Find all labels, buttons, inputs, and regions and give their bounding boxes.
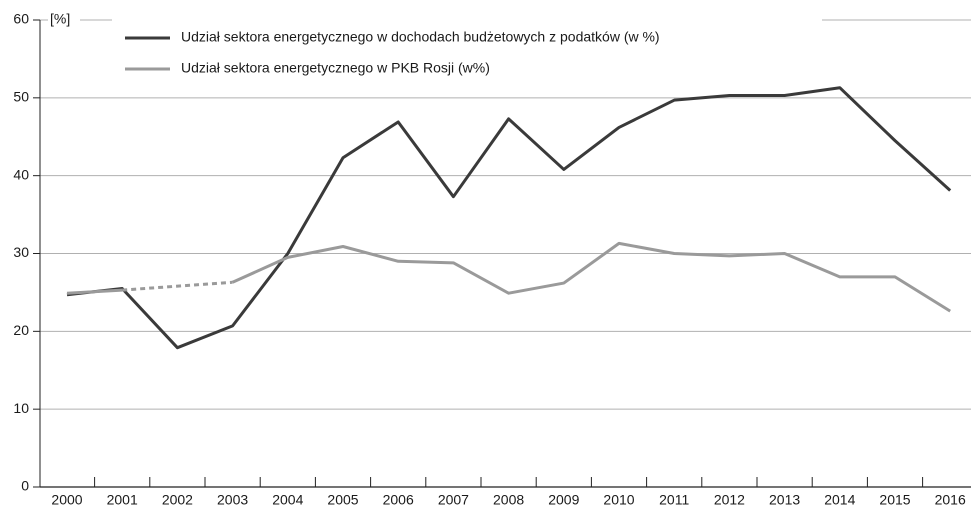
x-tick-label: 2009 bbox=[548, 492, 579, 508]
x-tick-label: 2013 bbox=[769, 492, 800, 508]
y-tick-label: 40 bbox=[13, 166, 29, 182]
y-tick-label: 0 bbox=[21, 478, 29, 494]
x-tick-label: 2012 bbox=[714, 492, 745, 508]
x-tick-label: 2010 bbox=[603, 492, 634, 508]
y-tick-label: 20 bbox=[13, 322, 29, 338]
y-tick-label: 60 bbox=[13, 11, 29, 27]
x-tick-label: 2007 bbox=[438, 492, 469, 508]
x-tick-label: 2011 bbox=[659, 492, 689, 508]
legend-bg bbox=[112, 8, 822, 84]
legend-label: Udział sektora energetycznego w dochodac… bbox=[181, 29, 660, 45]
series-line bbox=[66, 86, 952, 350]
x-tick-label: 2016 bbox=[935, 492, 966, 508]
x-tick-label: 2000 bbox=[51, 492, 82, 508]
series-line bbox=[66, 288, 123, 295]
y-tick-label: 10 bbox=[13, 400, 29, 416]
x-tick-label: 2008 bbox=[493, 492, 524, 508]
x-tick-label: 2003 bbox=[217, 492, 248, 508]
x-tick-label: 2001 bbox=[107, 492, 138, 508]
x-tick-label: 2006 bbox=[383, 492, 414, 508]
x-tick-label: 2002 bbox=[162, 492, 193, 508]
y-tick-label: 50 bbox=[13, 89, 29, 105]
legend-label: Udział sektora energetycznego w PKB Rosj… bbox=[181, 60, 490, 76]
x-tick-label: 2015 bbox=[879, 492, 910, 508]
x-tick-label: 2005 bbox=[327, 492, 358, 508]
y-label: [%] bbox=[50, 11, 70, 27]
x-tick-label: 2014 bbox=[824, 492, 855, 508]
x-tick-label: 2004 bbox=[272, 492, 303, 508]
gap-bridge bbox=[122, 280, 233, 292]
series-line bbox=[231, 241, 951, 313]
y-label-bg bbox=[48, 10, 80, 30]
y-tick-label: 30 bbox=[13, 244, 29, 260]
